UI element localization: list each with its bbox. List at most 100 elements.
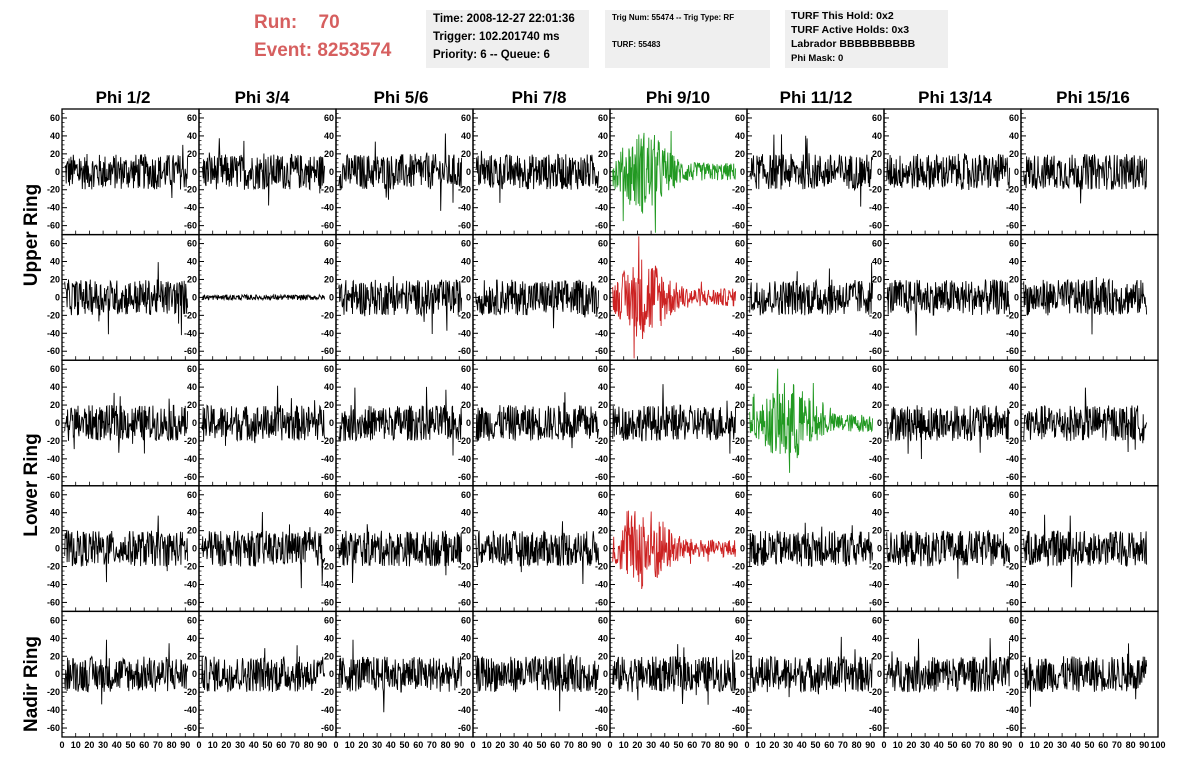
y-tick-label: 20 [1009,651,1019,661]
trig-num-text: Trig Num: 55474 -- Trig Type: RF [612,13,735,22]
y-tick-label: 40 [187,382,197,392]
y-tick-label: 0 [877,544,882,554]
x-tick-label: 70 [564,740,574,750]
y-tick-label: -60 [595,221,608,231]
y-tick-label: -40 [321,203,334,213]
y-tick-label: -20 [458,687,471,697]
y-tick-label: -40 [184,579,197,589]
y-tick-label: -40 [458,203,471,213]
y-tick-label: 0 [740,544,745,554]
y-tick-label: -60 [732,597,745,607]
y-tick-label: -20 [458,436,471,446]
waveform-trace [64,144,189,199]
y-tick-label: 40 [735,633,745,643]
y-tick-label: 40 [187,508,197,518]
x-tick-label: 60 [139,740,149,750]
y-tick-label: 0 [55,167,60,177]
waveform-trace [1023,514,1148,588]
y-tick-label: 0 [740,669,745,679]
x-tick-label: 70 [427,740,437,750]
x-tick-label: 90 [591,740,601,750]
waveform-trace [64,392,189,454]
x-tick-label: 50 [810,740,820,750]
y-tick-label: 0 [740,167,745,177]
y-tick-label: -20 [458,562,471,572]
y-tick-label: -60 [321,221,334,231]
y-tick-label: 40 [50,131,60,141]
y-tick-label: -60 [458,723,471,733]
x-tick-label: 0 [196,740,201,750]
waveform-trace [475,521,600,585]
y-tick-label: 0 [329,292,334,302]
x-tick-label: 80 [578,740,588,750]
y-tick-label: 20 [187,274,197,284]
waveform-trace [338,524,463,584]
y-tick-label: 20 [598,400,608,410]
y-tick-label: 60 [50,490,60,500]
y-tick-label: -20 [184,310,197,320]
y-tick-label: 0 [1014,292,1019,302]
y-tick-label: -20 [47,562,60,572]
x-tick-label: 90 [1002,740,1012,750]
y-tick-label: 20 [461,526,471,536]
x-tick-label: 80 [167,740,177,750]
y-tick-label: 40 [735,508,745,518]
y-tick-label: -20 [184,436,197,446]
y-tick-label: -60 [47,221,60,231]
y-tick-label: 60 [324,113,334,123]
y-tick-label: -60 [1006,221,1019,231]
y-tick-label: 40 [735,131,745,141]
x-tick-label: 50 [262,740,272,750]
y-tick-label: -60 [869,221,882,231]
turf-info-box: TURF This Hold: 0x2 TURF Active Holds: 0… [785,10,948,68]
y-tick-label: 0 [603,418,608,428]
y-tick-label: 40 [598,131,608,141]
waveform-trace [886,279,1011,336]
waveform-trace [612,510,737,590]
x-tick-label: 80 [989,740,999,750]
y-tick-label: 60 [872,239,882,249]
waveform-trace [749,368,874,473]
waveform-trace [64,639,189,705]
labrador-text: Labrador BBBBBBBBBB [791,38,916,50]
y-tick-label: -60 [321,346,334,356]
y-tick-label: -60 [47,597,60,607]
x-tick-label: 60 [276,740,286,750]
y-tick-label: -60 [184,597,197,607]
column-header-phi-3-4: Phi 3/4 [234,88,290,107]
y-tick-label: -20 [321,687,334,697]
y-tick-label: -20 [869,185,882,195]
y-tick-label: -40 [47,579,60,589]
y-tick-label: 40 [324,382,334,392]
y-tick-label: -60 [1006,723,1019,733]
x-tick-label: 60 [824,740,834,750]
column-header-phi-11-12: Phi 11/12 [779,88,853,107]
x-tick-label: 50 [536,740,546,750]
y-tick-label: -60 [869,597,882,607]
x-tick-label: 30 [509,740,519,750]
waveform-trace [338,386,463,456]
x-tick-label: 10 [482,740,492,750]
waveform-trace [201,385,326,446]
y-tick-label: -20 [47,687,60,697]
y-tick-label: -60 [732,346,745,356]
y-tick-label: -60 [869,723,882,733]
y-tick-label: 60 [735,490,745,500]
x-tick-label: 40 [386,740,396,750]
y-tick-label: -40 [732,328,745,338]
y-tick-label: -60 [458,346,471,356]
column-header-phi-9-10: Phi 9/10 [645,88,711,107]
y-tick-label: -40 [732,579,745,589]
y-tick-label: -40 [595,705,608,715]
y-tick-label: 60 [324,615,334,625]
x-tick-label: 30 [372,740,382,750]
y-tick-label: 0 [603,544,608,554]
x-tick-label: 40 [523,740,533,750]
y-tick-label: -40 [869,454,882,464]
x-tick-label: 70 [701,740,711,750]
y-tick-label: 0 [877,418,882,428]
y-tick-label: 60 [1009,364,1019,374]
y-tick-label: -20 [732,436,745,446]
waveform-trace [338,133,463,211]
y-tick-label: -60 [184,221,197,231]
